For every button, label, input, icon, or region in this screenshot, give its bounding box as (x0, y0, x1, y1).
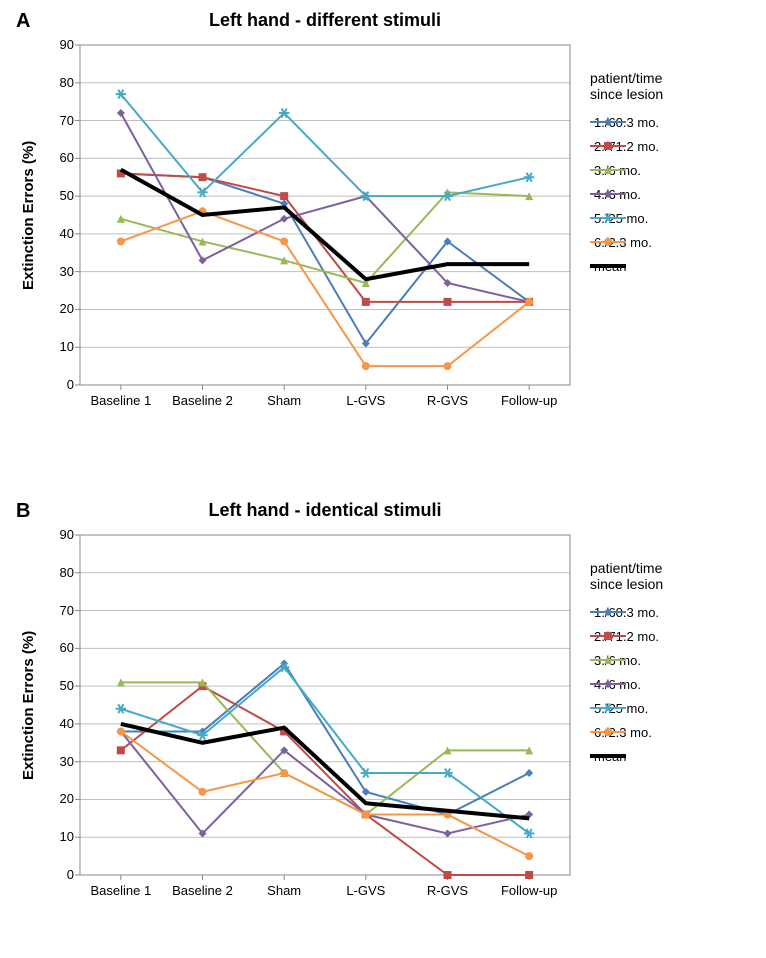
x-tick-label: L-GVS (326, 393, 406, 408)
legend-item: 2./71.2 mo. (590, 626, 659, 646)
panel-b-label: B (16, 500, 30, 523)
legend-item: 4./6 mo. (590, 184, 641, 204)
panel-a-ylabel: Extinction Errors (%) (20, 141, 37, 290)
y-tick-label: 50 (44, 188, 74, 203)
page: { "panelA": { "label": "A", "title": "Le… (0, 0, 766, 958)
legend-item: 1./60.3 mo. (590, 112, 659, 132)
y-tick-label: 70 (44, 113, 74, 128)
y-tick-label: 10 (44, 829, 74, 844)
x-tick-label: L-GVS (326, 883, 406, 898)
y-tick-label: 60 (44, 640, 74, 655)
x-tick-label: Baseline 1 (81, 883, 161, 898)
legend-item: 3./6 mo. (590, 650, 641, 670)
y-tick-label: 20 (44, 791, 74, 806)
panel-a: A Left hand - different stimuli Extincti… (0, 10, 766, 440)
legend-title: patient/time since lesion (590, 560, 663, 592)
x-tick-label: Follow-up (489, 393, 569, 408)
y-tick-label: 30 (44, 754, 74, 769)
legend-item: 4./6 mo. (590, 674, 641, 694)
y-tick-label: 60 (44, 150, 74, 165)
x-tick-label: R-GVS (408, 393, 488, 408)
panel-b-title: Left hand - identical stimuli (80, 500, 570, 521)
y-tick-label: 0 (44, 867, 74, 882)
x-tick-label: R-GVS (408, 883, 488, 898)
legend-item: 6./2.3 mo. (590, 722, 652, 742)
y-tick-label: 70 (44, 603, 74, 618)
legend-item: 1./60.3 mo. (590, 602, 659, 622)
y-tick-label: 20 (44, 301, 74, 316)
x-tick-label: Baseline 2 (163, 883, 243, 898)
legend-item: 5./25 mo. (590, 698, 648, 718)
y-tick-label: 40 (44, 226, 74, 241)
legend-item: 5./25 mo. (590, 208, 648, 228)
legend-item: 6./2.3 mo. (590, 232, 652, 252)
x-tick-label: Follow-up (489, 883, 569, 898)
y-tick-label: 90 (44, 527, 74, 542)
panel-a-title: Left hand - different stimuli (80, 10, 570, 31)
y-tick-label: 0 (44, 377, 74, 392)
y-tick-label: 10 (44, 339, 74, 354)
legend-item-mean: mean (590, 746, 627, 766)
x-tick-label: Sham (244, 883, 324, 898)
panel-a-plot (50, 35, 620, 415)
panel-b-ylabel: Extinction Errors (%) (20, 631, 37, 780)
panel-b-plot (50, 525, 620, 905)
y-tick-label: 80 (44, 565, 74, 580)
panel-b: B Left hand - identical stimuli Extincti… (0, 500, 766, 930)
panel-a-label: A (16, 10, 30, 33)
x-tick-label: Baseline 1 (81, 393, 161, 408)
legend-item: 3./6 mo. (590, 160, 641, 180)
legend-title: patient/time since lesion (590, 70, 663, 102)
legend-item: 2./71.2 mo. (590, 136, 659, 156)
y-tick-label: 90 (44, 37, 74, 52)
y-tick-label: 40 (44, 716, 74, 731)
y-tick-label: 80 (44, 75, 74, 90)
legend-item-mean: mean (590, 256, 627, 276)
x-tick-label: Baseline 2 (163, 393, 243, 408)
x-tick-label: Sham (244, 393, 324, 408)
y-tick-label: 50 (44, 678, 74, 693)
y-tick-label: 30 (44, 264, 74, 279)
